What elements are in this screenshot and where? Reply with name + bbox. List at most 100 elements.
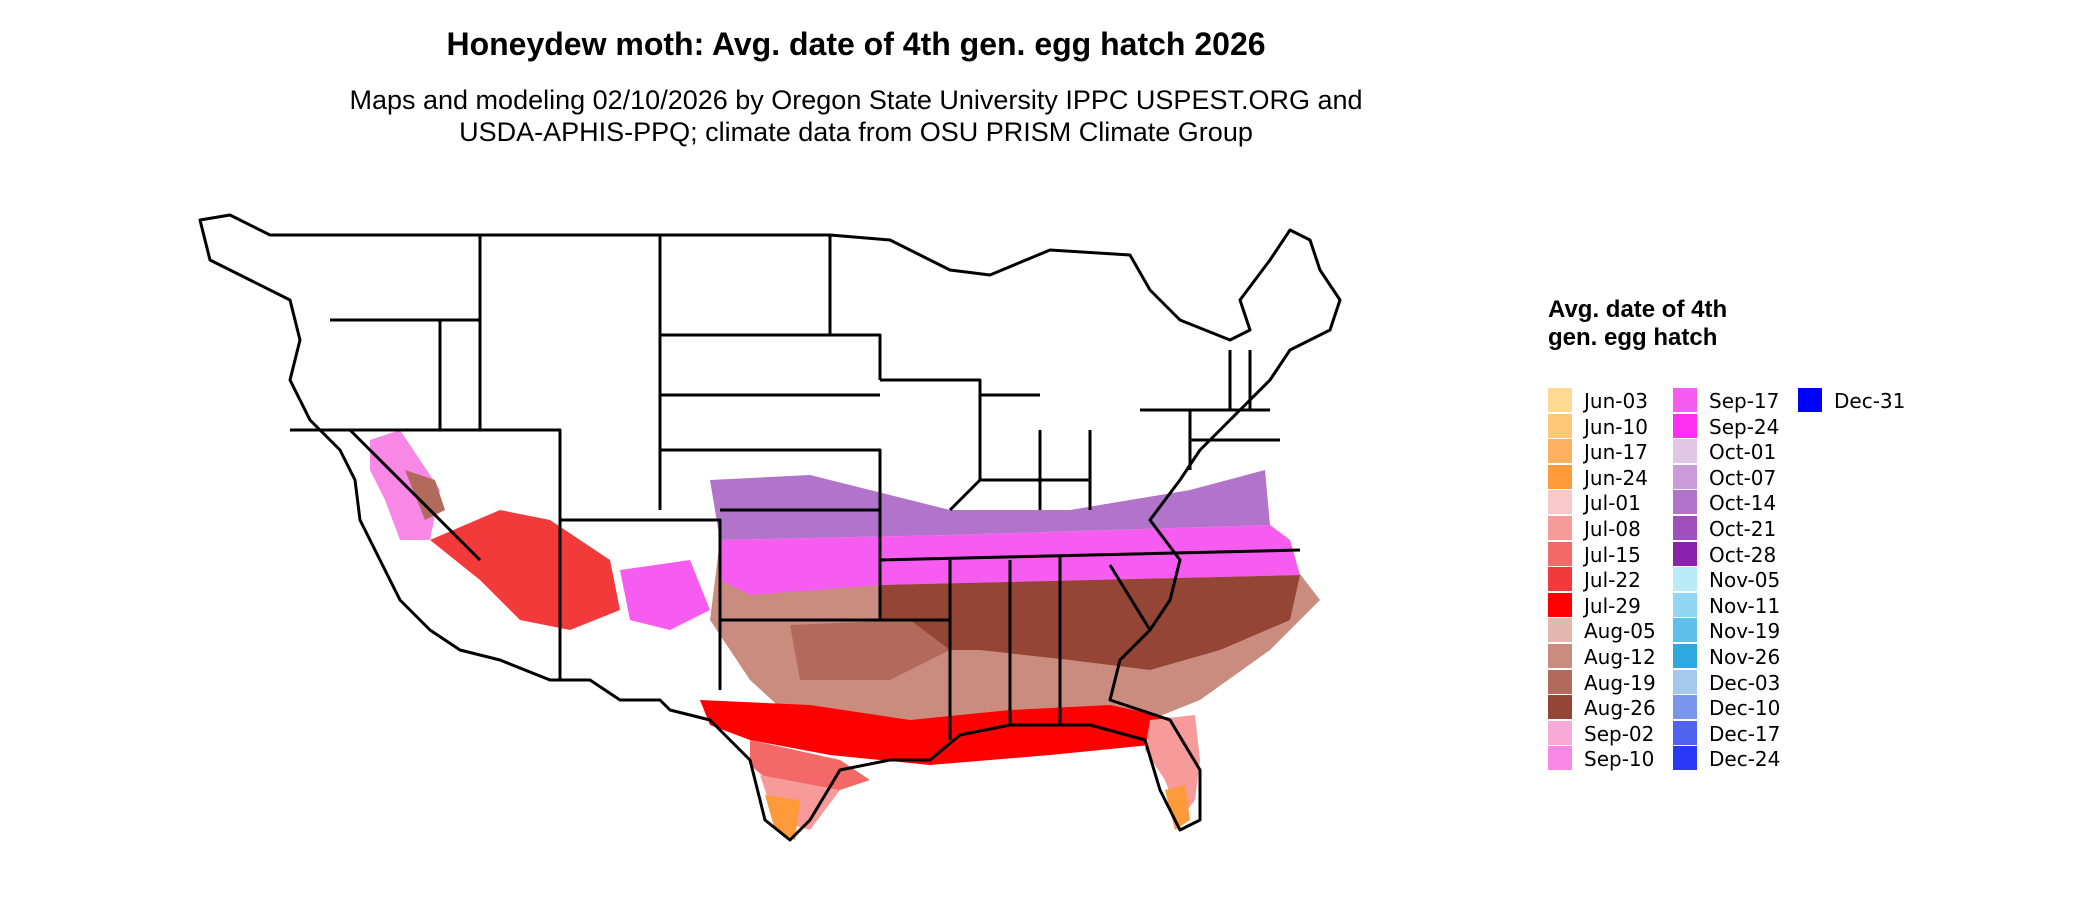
- legend-label: Nov-26: [1709, 645, 1781, 669]
- legend-item: Dec-10: [1673, 695, 1803, 720]
- legend-item: Jul-29: [1548, 592, 1678, 618]
- legend-label: Oct-01: [1709, 440, 1777, 465]
- legend-item: Aug-26: [1548, 695, 1678, 720]
- zone-sw-jul-22: [430, 510, 620, 630]
- legend-item: Nov-19: [1673, 618, 1803, 643]
- zone-aug-19: [790, 620, 950, 680]
- legend-swatch: [1673, 746, 1697, 771]
- legend-label: Oct-28: [1709, 542, 1777, 567]
- legend-label: Jul-08: [1584, 517, 1641, 541]
- legend-swatch: [1673, 439, 1697, 464]
- legend-swatch: [1673, 695, 1697, 720]
- legend-item: Dec-17: [1673, 720, 1803, 746]
- legend-item: Oct-21: [1673, 516, 1803, 541]
- legend-label: Sep-17: [1709, 389, 1780, 413]
- legend-item: Nov-11: [1673, 592, 1803, 618]
- legend-item: Jun-03: [1548, 388, 1678, 413]
- legend-item: Jul-22: [1548, 567, 1678, 592]
- legend-swatch: [1548, 644, 1572, 668]
- zone-jun-24: [765, 795, 800, 840]
- legend-item: Jul-08: [1548, 516, 1678, 541]
- legend-label: Jul-22: [1584, 568, 1641, 593]
- zone-nm-sep-17: [620, 560, 710, 630]
- zone-aug-26: [880, 575, 1300, 670]
- border-west-mountain: [290, 235, 722, 690]
- border-plains: [658, 235, 882, 622]
- legend-label: Nov-19: [1709, 619, 1781, 644]
- legend-label: Sep-24: [1709, 414, 1780, 439]
- legend-swatch: [1548, 695, 1572, 720]
- legend-label: Oct-21: [1709, 517, 1777, 541]
- map-title: Honeydew moth: Avg. date of 4th gen. egg…: [446, 26, 1266, 62]
- legend-label: Oct-07: [1709, 465, 1777, 490]
- map-subtitle: Maps and modeling 02/10/2026 by Oregon S…: [0, 84, 1712, 148]
- legend-label: Dec-17: [1709, 721, 1781, 746]
- legend-swatch: [1548, 669, 1572, 694]
- legend-label: Sep-10: [1584, 747, 1655, 772]
- legend-swatch: [1548, 413, 1572, 438]
- legend-swatch: [1673, 720, 1697, 745]
- legend-swatch: [1548, 516, 1572, 540]
- legend-label: Oct-14: [1709, 491, 1777, 516]
- legend-item: Sep-02: [1548, 720, 1678, 746]
- zone-oct-14: [710, 470, 1270, 540]
- legend-label: Dec-24: [1709, 747, 1781, 772]
- legend-swatch: [1673, 618, 1697, 643]
- border-south: [879, 548, 1301, 740]
- legend-item: Oct-01: [1673, 439, 1803, 464]
- legend-swatch: [1673, 388, 1697, 412]
- legend-swatch: [1673, 516, 1697, 540]
- legend-entries: Jun-03 Jun-10 Jun-17 Jun-24 Jul-01 Jul-08 Jul-…: [1548, 388, 1948, 788]
- border-northeast: [1188, 350, 1280, 470]
- legend-item: Aug-19: [1548, 669, 1678, 695]
- legend-swatch: [1673, 644, 1697, 668]
- legend-swatch: [1673, 413, 1697, 438]
- legend-swatch: [1548, 618, 1572, 643]
- legend-item: Dec-31: [1798, 388, 1928, 413]
- subtitle-line-2: USDA-APHIS-PPQ; climate data from OSU PR…: [459, 117, 1253, 147]
- us-map: [198, 213, 1342, 842]
- legend-label: Aug-12: [1584, 645, 1656, 669]
- legend-swatch: [1673, 490, 1697, 515]
- legend-item: Jul-01: [1548, 490, 1678, 515]
- legend-swatch: [1548, 464, 1572, 489]
- legend-label: Jul-15: [1584, 542, 1641, 567]
- legend-swatch: [1548, 490, 1572, 515]
- legend-swatch: [1798, 388, 1822, 412]
- legend-item: Oct-14: [1673, 490, 1803, 515]
- legend-label: Dec-31: [1834, 389, 1906, 413]
- legend-label: Jun-24: [1584, 465, 1648, 490]
- legend-label: Nov-05: [1709, 568, 1781, 593]
- legend-item: Sep-10: [1548, 746, 1678, 771]
- legend-label: Jun-10: [1584, 414, 1648, 439]
- us-outline: [198, 213, 1342, 842]
- legend-item: Dec-03: [1673, 669, 1803, 695]
- legend-item: Aug-12: [1548, 644, 1678, 669]
- legend-item: Jun-17: [1548, 439, 1678, 464]
- hatch-zones: [370, 430, 1320, 840]
- zone-sw-aug-19: [405, 470, 445, 520]
- legend-swatch: [1548, 592, 1572, 617]
- legend-label: Nov-11: [1709, 593, 1781, 618]
- legend-swatch: [1673, 592, 1697, 617]
- legend-item: Aug-05: [1548, 618, 1678, 643]
- legend-swatch: [1673, 541, 1697, 566]
- legend-label: Jul-29: [1584, 593, 1641, 618]
- legend-label: Aug-05: [1584, 619, 1656, 644]
- legend: Avg. date of 4th gen. egg hatch Jun-03 Ju…: [1548, 296, 1905, 771]
- legend-swatch: [1548, 720, 1572, 745]
- legend-label: Jun-17: [1584, 440, 1648, 465]
- zone-fl-jun-24: [1165, 785, 1190, 830]
- legend-item: Nov-05: [1673, 567, 1803, 592]
- legend-swatch: [1548, 388, 1572, 412]
- legend-item: Jun-10: [1548, 413, 1678, 439]
- legend-item: Sep-24: [1673, 413, 1803, 439]
- legend-item: Oct-28: [1673, 541, 1803, 567]
- legend-item: Jul-15: [1548, 541, 1678, 567]
- legend-item: Sep-17: [1673, 388, 1803, 413]
- legend-swatch: [1548, 439, 1572, 464]
- legend-swatch: [1673, 669, 1697, 694]
- legend-swatch: [1548, 567, 1572, 592]
- legend-swatch: [1673, 464, 1697, 489]
- state-borders: [198, 213, 1342, 842]
